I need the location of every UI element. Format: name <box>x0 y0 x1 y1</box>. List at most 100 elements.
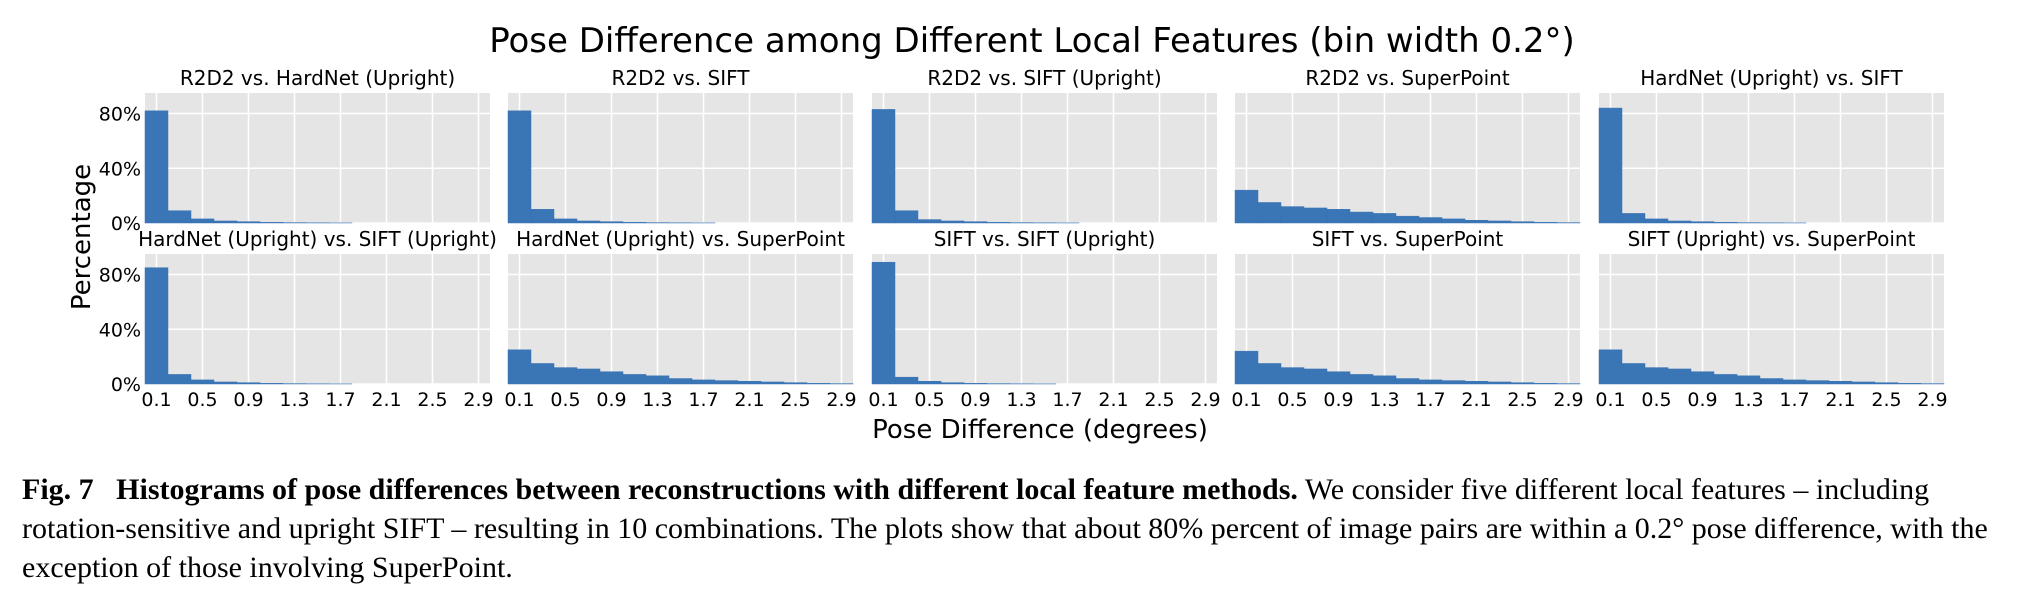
histogram-bar <box>167 210 192 224</box>
panel-background <box>508 93 853 223</box>
histogram-bar <box>144 110 169 224</box>
histogram-bar <box>1464 220 1489 224</box>
x-tick-label: 2.1 <box>734 389 764 411</box>
histogram-bar <box>737 381 762 385</box>
x-tick-label: 0.1 <box>1595 389 1625 411</box>
x-tick-label: 1.3 <box>1369 389 1399 411</box>
x-tick-label: 1.3 <box>279 389 309 411</box>
y-tick-label: 80% <box>99 104 141 126</box>
x-tick-label: 2.1 <box>1461 389 1491 411</box>
x-tick-label: 2.5 <box>780 389 810 411</box>
y-tick-label: 40% <box>99 158 141 180</box>
histogram-bar <box>1303 207 1328 224</box>
histogram-bar <box>530 363 555 385</box>
histogram-bar <box>1621 363 1646 385</box>
histogram-bar <box>1280 206 1305 224</box>
histogram-panel: SIFT vs. SIFT (Upright) 0.1 0.5 0.9 1.3 1.7 2.… <box>868 227 1220 411</box>
x-tick-label: 0.5 <box>1277 389 1307 411</box>
histogram-bar <box>1280 367 1305 385</box>
x-tick-label: 0.1 <box>1231 389 1261 411</box>
histogram-bar <box>1395 215 1420 224</box>
panel-background <box>1599 93 1944 223</box>
x-tick-label: 1.7 <box>1415 389 1445 411</box>
y-axis-label: Percentage <box>67 164 97 310</box>
histogram-bar <box>1234 350 1259 385</box>
histogram-bar <box>213 381 238 385</box>
histogram-bar <box>259 383 284 385</box>
panel-title: SIFT vs. SIFT (Upright) <box>934 227 1156 251</box>
histogram-bar <box>1828 381 1853 385</box>
panel-title: HardNet (Upright) vs. SIFT (Upright) <box>138 227 497 251</box>
histogram-bar <box>1257 202 1282 224</box>
panel-title: R2D2 vs. SIFT <box>611 66 750 90</box>
histogram-panel: R2D2 vs. SuperPoint <box>1234 66 1581 224</box>
histogram-bar <box>806 383 831 385</box>
histogram-bar <box>691 379 716 385</box>
histogram-bar <box>259 222 284 224</box>
panel-title: R2D2 vs. SuperPoint <box>1305 66 1509 90</box>
histogram-bar <box>1713 374 1738 385</box>
histogram-bar <box>1441 380 1466 385</box>
histogram-bar <box>1349 211 1374 224</box>
histogram-bar <box>1418 379 1443 385</box>
histogram-bar <box>1487 220 1512 224</box>
y-tick-label: 80% <box>99 265 141 287</box>
histogram-bar <box>1372 375 1397 385</box>
histogram-bar <box>576 220 601 224</box>
x-tick-label: 1.7 <box>325 389 355 411</box>
histogram-bar <box>530 209 555 224</box>
histogram-bar <box>1234 189 1259 224</box>
histogram-panel: HardNet (Upright) vs. SIFT <box>1598 66 1944 224</box>
histogram-bar <box>599 371 624 385</box>
caption-bold-text: Histograms of pose differences between r… <box>116 473 1298 506</box>
histogram-bar <box>622 374 647 385</box>
histogram-bar <box>576 368 601 385</box>
histogram-panel: SIFT (Upright) vs. SuperPoint 0.1 0.5 0.9 1.… <box>1595 227 1947 411</box>
histogram-bar <box>167 374 192 385</box>
histogram-bar <box>1621 213 1646 224</box>
histogram-bar <box>963 383 988 385</box>
panel-background <box>872 254 1217 384</box>
y-tick-label: 0% <box>111 213 141 235</box>
y-tick-label: 40% <box>99 319 141 341</box>
histogram-bar <box>871 261 896 385</box>
histogram-bar <box>940 220 965 224</box>
histogram-bar <box>1441 218 1466 224</box>
x-tick-label: 2.9 <box>1190 389 1220 411</box>
x-tick-label: 0.1 <box>141 389 171 411</box>
histogram-bar <box>940 382 965 385</box>
histogram-bar <box>1598 107 1623 224</box>
x-tick-label: 2.5 <box>1507 389 1537 411</box>
histogram-bar <box>1326 209 1351 224</box>
x-tick-label: 0.5 <box>550 389 580 411</box>
panel-title: HardNet (Upright) vs. SIFT <box>1640 66 1903 90</box>
x-tick-label: 2.1 <box>1825 389 1855 411</box>
panel-title: SIFT vs. SuperPoint <box>1312 227 1504 251</box>
histogram-panel: HardNet (Upright) vs. SIFT (Upright) 0% 40… <box>99 227 497 411</box>
panel-title: SIFT (Upright) vs. SuperPoint <box>1628 227 1916 251</box>
x-tick-label: 0.5 <box>914 389 944 411</box>
panel-title: R2D2 vs. SIFT (Upright) <box>927 66 1161 90</box>
histogram-bar <box>1510 382 1535 385</box>
histogram-bar <box>553 367 578 385</box>
panel-background <box>1235 254 1580 384</box>
histogram-bar <box>190 218 215 224</box>
histogram-bar <box>1874 382 1899 385</box>
x-tick-label: 2.9 <box>1553 389 1583 411</box>
histogram-bar <box>507 110 532 224</box>
histogram-bar <box>1690 221 1715 224</box>
histogram-panel: R2D2 vs. SIFT <box>507 66 853 224</box>
histogram-bar <box>1510 221 1535 224</box>
histogram-bar <box>1349 374 1374 385</box>
histogram-bar <box>668 378 693 385</box>
histogram-bar <box>714 380 739 385</box>
histogram-figure: Pose Difference among Different Local Fe… <box>67 21 1948 445</box>
panel-background <box>1599 254 1944 384</box>
panel-background <box>508 254 853 384</box>
x-tick-label: 0.5 <box>187 389 217 411</box>
histogram-bar <box>1667 220 1692 224</box>
histogram-bar <box>1713 222 1738 224</box>
histogram-bar <box>1736 375 1761 385</box>
histogram-bar <box>917 219 942 224</box>
histogram-bar <box>1303 368 1328 385</box>
